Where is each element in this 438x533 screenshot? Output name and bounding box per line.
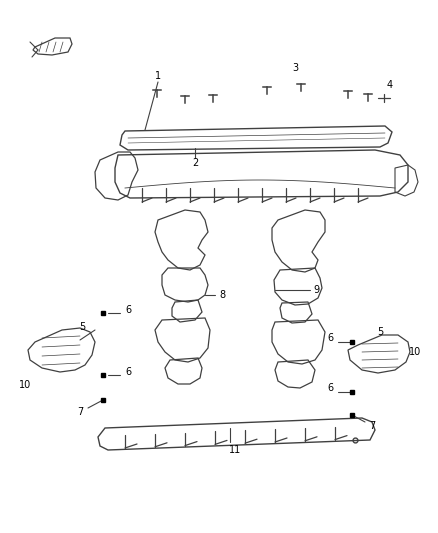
Bar (350, 390, 354, 394)
Bar (350, 340, 354, 344)
Bar (101, 373, 105, 377)
Text: 7: 7 (369, 421, 375, 431)
Text: 8: 8 (219, 290, 225, 300)
Text: 6: 6 (327, 383, 333, 393)
Text: 1: 1 (155, 71, 161, 81)
Text: 6: 6 (327, 333, 333, 343)
Text: 4: 4 (387, 80, 393, 90)
Bar (101, 311, 105, 315)
Bar (350, 413, 354, 417)
Text: 6: 6 (125, 305, 131, 315)
Text: 9: 9 (313, 285, 319, 295)
Text: 3: 3 (292, 63, 298, 73)
Text: 10: 10 (19, 380, 31, 390)
Text: 7: 7 (77, 407, 83, 417)
Text: 10: 10 (409, 347, 421, 357)
Text: 6: 6 (125, 367, 131, 377)
Text: 11: 11 (229, 445, 241, 455)
Text: 5: 5 (79, 322, 85, 332)
Text: 2: 2 (192, 158, 198, 168)
Bar (101, 398, 105, 402)
Text: 5: 5 (377, 327, 383, 337)
